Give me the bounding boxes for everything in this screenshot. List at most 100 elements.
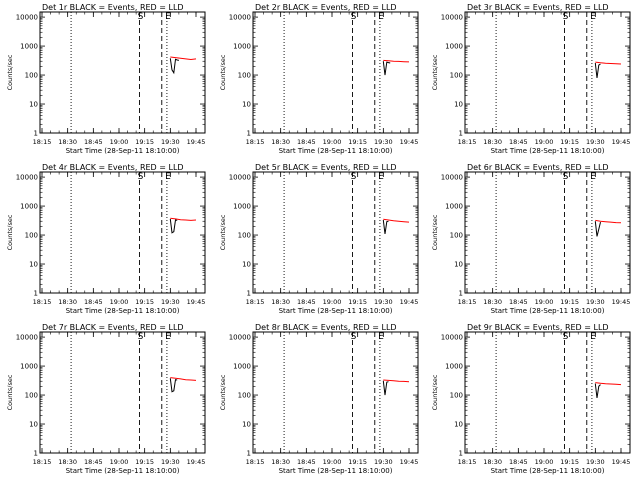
x-tick-label: 18:15 (458, 458, 477, 466)
panel-title: Det 8r BLACK = Events, RED = LLD (255, 323, 397, 332)
x-tick-label: 19:30 (161, 138, 180, 146)
y-tick-label: 1 (247, 290, 251, 298)
y-tick-label: 1000 (445, 203, 463, 211)
y-tick-label: 100 (25, 392, 38, 400)
series-line-events (594, 62, 601, 78)
y-tick-label: 10000 (16, 14, 38, 22)
y-tick-label: 10000 (441, 334, 463, 342)
x-axis-label: Start Time (28-Sep-11 18:10:00) (491, 307, 605, 315)
x-tick-label: 19:00 (535, 298, 554, 306)
x-tick-label: 18:30 (483, 298, 502, 306)
series-line-lld (595, 61, 622, 65)
y-tick-label: 1 (459, 130, 463, 138)
x-tick-label: 18:45 (297, 298, 316, 306)
marker-label: E (590, 12, 596, 22)
x-tick-label: 19:45 (612, 138, 631, 146)
panel-title: Det 5r BLACK = Events, RED = LLD (255, 163, 397, 172)
x-tick-label: 18:30 (58, 138, 77, 146)
marker-label: E (590, 332, 596, 342)
y-tick-label: 10000 (229, 174, 251, 182)
x-tick-label: 19:00 (323, 458, 342, 466)
x-tick-label: 18:15 (458, 298, 477, 306)
panel-det-3: Det 3r BLACK = Events, RED = LLD Counts/s… (431, 3, 631, 155)
y-tick-label: 1000 (445, 43, 463, 51)
y-tick-label: 10000 (16, 334, 38, 342)
x-tick-label: 18:45 (509, 138, 528, 146)
x-tick-label: 19:45 (187, 138, 206, 146)
y-tick-label: 10000 (229, 334, 251, 342)
series-line-events (594, 383, 601, 398)
y-tick-label: 1000 (233, 203, 251, 211)
panel-det-4: Det 4r BLACK = Events, RED = LLD Counts/s… (6, 163, 206, 315)
y-tick-label: 1 (34, 130, 38, 138)
x-tick-label: 18:30 (58, 298, 77, 306)
y-tick-label: 10 (454, 421, 463, 429)
panel-title: Det 1r BLACK = Events, RED = LLD (42, 3, 184, 12)
plot-frame (39, 171, 206, 294)
series-line-lld (170, 56, 197, 61)
marker-label: S (563, 172, 569, 182)
y-tick-label: 10 (29, 261, 38, 269)
y-axis-label: Counts/sec (219, 54, 227, 90)
y-axis-label: Counts/sec (219, 214, 227, 250)
y-tick-label: 1000 (20, 43, 38, 51)
y-tick-label: 10000 (229, 14, 251, 22)
x-tick-label: 18:30 (271, 298, 290, 306)
x-tick-label: 19:45 (400, 458, 419, 466)
y-tick-label: 1000 (20, 363, 38, 371)
plot-frame (39, 331, 206, 454)
x-tick-label: 19:30 (161, 298, 180, 306)
y-axis-label: Counts/sec (6, 54, 14, 90)
series-line-events (382, 61, 391, 76)
y-tick-label: 10000 (441, 174, 463, 182)
x-tick-label: 19:15 (135, 298, 154, 306)
series-line-lld (383, 218, 410, 223)
panel-title: Det 6r BLACK = Events, RED = LLD (467, 163, 609, 172)
y-tick-label: 1000 (233, 363, 251, 371)
x-axis-label: Start Time (28-Sep-11 18:10:00) (279, 307, 393, 315)
x-tick-label: 19:00 (110, 138, 129, 146)
y-axis-label: Counts/sec (6, 374, 14, 410)
x-tick-label: 19:00 (110, 298, 129, 306)
series-line-lld (595, 382, 622, 386)
y-axis-label: Counts/sec (431, 214, 439, 250)
series-line-lld (170, 377, 197, 381)
x-axis-label: Start Time (28-Sep-11 18:10:00) (279, 147, 393, 155)
marker-label: E (590, 172, 596, 182)
series-line-lld (170, 217, 197, 221)
plot-frame (252, 331, 419, 454)
panel-det-9: Det 9r BLACK = Events, RED = LLD Counts/s… (431, 323, 631, 475)
marker-label: E (165, 332, 171, 342)
y-axis-label: Counts/sec (219, 374, 227, 410)
x-tick-label: 18:45 (297, 458, 316, 466)
y-tick-label: 1 (34, 290, 38, 298)
x-tick-label: 19:45 (400, 298, 419, 306)
series-line-events (169, 58, 180, 75)
panel-det-5: Det 5r BLACK = Events, RED = LLD Counts/s… (219, 163, 419, 315)
y-tick-label: 10 (242, 101, 251, 109)
x-tick-label: 19:00 (323, 298, 342, 306)
y-tick-label: 100 (238, 72, 251, 80)
plot-frame (252, 11, 419, 134)
y-tick-label: 1 (459, 450, 463, 458)
y-tick-label: 100 (450, 392, 463, 400)
x-tick-label: 19:30 (586, 138, 605, 146)
panel-det-8: Det 8r BLACK = Events, RED = LLD Counts/s… (219, 323, 419, 475)
x-axis-label: Start Time (28-Sep-11 18:10:00) (66, 147, 180, 155)
y-tick-label: 1 (34, 450, 38, 458)
x-tick-label: 19:00 (535, 138, 554, 146)
y-tick-label: 10 (454, 101, 463, 109)
x-tick-label: 18:30 (483, 138, 502, 146)
x-tick-label: 19:00 (535, 458, 554, 466)
x-tick-label: 19:30 (374, 298, 393, 306)
y-tick-label: 1 (247, 450, 251, 458)
x-tick-label: 18:30 (271, 138, 290, 146)
x-axis-label: Start Time (28-Sep-11 18:10:00) (491, 467, 605, 475)
marker-label: E (165, 12, 171, 22)
marker-label: E (378, 12, 384, 22)
panel-det-1: Det 1r BLACK = Events, RED = LLD Counts/s… (6, 3, 206, 155)
y-tick-label: 1 (459, 290, 463, 298)
x-tick-label: 19:30 (586, 298, 605, 306)
y-tick-label: 100 (25, 232, 38, 240)
panel-title: Det 7r BLACK = Events, RED = LLD (42, 323, 184, 332)
